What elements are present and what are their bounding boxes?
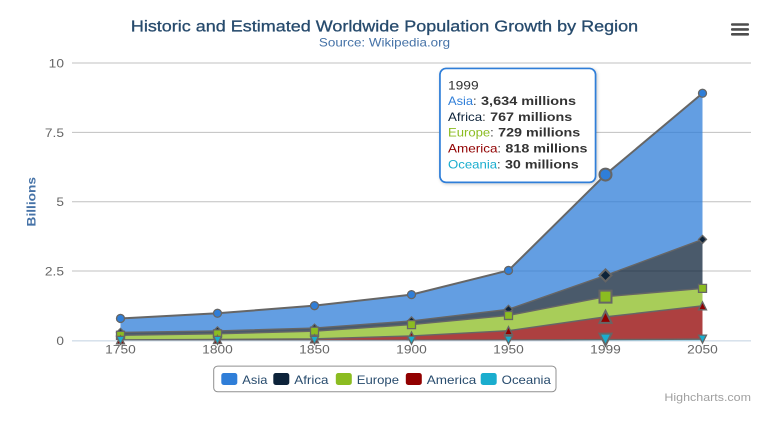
- svg-text:Oceania: Oceania: [448, 157, 497, 171]
- svg-text:Europe: Europe: [448, 126, 491, 140]
- svg-text:0: 0: [56, 334, 64, 348]
- svg-text:Asia: Asia: [242, 373, 267, 387]
- svg-text:3,634 millions: 3,634 millions: [481, 94, 576, 108]
- svg-text:7.5: 7.5: [45, 126, 64, 140]
- svg-text::: :: [498, 142, 501, 156]
- svg-text:1999: 1999: [448, 78, 479, 92]
- svg-text:1999: 1999: [590, 342, 621, 356]
- svg-text:5: 5: [56, 195, 64, 209]
- svg-text:729 millions: 729 millions: [498, 126, 580, 140]
- svg-text:1750: 1750: [105, 342, 136, 356]
- svg-text:Billions: Billions: [25, 177, 39, 227]
- svg-text:1950: 1950: [493, 342, 524, 356]
- svg-text:767 millions: 767 millions: [490, 110, 572, 124]
- svg-text::: :: [482, 110, 485, 124]
- svg-text:Source: Wikipedia.org: Source: Wikipedia.org: [319, 36, 450, 50]
- svg-text:Europe: Europe: [357, 373, 400, 387]
- svg-text::: :: [473, 94, 476, 108]
- svg-text:1900: 1900: [396, 342, 427, 356]
- svg-text:Historic and Estimated Worldwi: Historic and Estimated Worldwide Populat…: [131, 18, 638, 35]
- svg-text:Africa: Africa: [448, 110, 483, 124]
- svg-text:Africa: Africa: [294, 373, 329, 387]
- svg-text:Oceania: Oceania: [502, 373, 551, 387]
- svg-text:2.5: 2.5: [45, 264, 64, 278]
- svg-text:1850: 1850: [299, 342, 330, 356]
- svg-text:2050: 2050: [687, 342, 718, 356]
- svg-text:1800: 1800: [202, 342, 233, 356]
- svg-text:30 millions: 30 millions: [505, 157, 579, 171]
- svg-text:Asia: Asia: [448, 94, 473, 108]
- svg-text:10: 10: [49, 56, 65, 70]
- svg-text:Highcharts.com: Highcharts.com: [664, 392, 751, 404]
- svg-text::: :: [497, 157, 500, 171]
- svg-text::: :: [490, 126, 493, 140]
- svg-text:America: America: [448, 142, 498, 156]
- svg-text:America: America: [427, 373, 477, 387]
- svg-text:818 millions: 818 millions: [505, 142, 587, 156]
